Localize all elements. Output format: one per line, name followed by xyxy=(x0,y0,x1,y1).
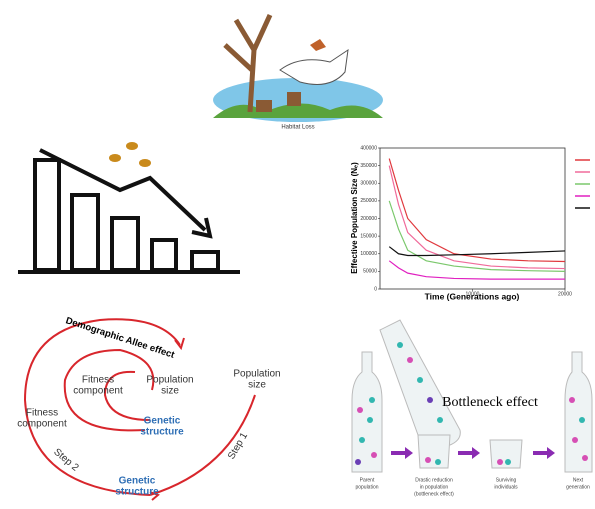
stage-label: population xyxy=(355,484,378,490)
series-line xyxy=(388,246,566,257)
label: structure xyxy=(115,487,159,498)
bottleneck-labels: Bottleneck effect xyxy=(442,395,538,410)
y-tick-label: 100000 xyxy=(360,251,377,257)
allee-diagram xyxy=(23,318,256,501)
label: size xyxy=(161,386,179,397)
label: Genetic xyxy=(119,476,156,487)
label: Fitness xyxy=(26,408,58,419)
stage-label: Parent xyxy=(360,477,375,483)
label: component xyxy=(73,386,123,397)
series-line xyxy=(388,260,565,280)
x-axis-label: Time (Generations ago) xyxy=(425,291,520,301)
decline-illustration xyxy=(18,142,240,274)
y-axis-label: Effective Population Size (Nₑ) xyxy=(350,162,359,274)
y-tick-label: 200000 xyxy=(360,216,377,222)
step-label: Step 1 xyxy=(226,430,250,461)
x-tick-label: 20000 xyxy=(558,291,572,297)
y-tick-label: 300000 xyxy=(360,181,377,187)
series-line xyxy=(388,158,566,263)
allee-title: Demographic Allee effect xyxy=(64,315,176,361)
stage-label: (bottleneck effect) xyxy=(414,491,454,497)
label: Fitness xyxy=(82,375,114,386)
stage-label: Surviving xyxy=(496,477,517,483)
y-tick-label: 0 xyxy=(374,286,377,292)
habitat-illustration: Habitat Loss xyxy=(213,13,383,131)
bottleneck-title: Bottleneck effect xyxy=(442,395,538,410)
y-tick-label: 350000 xyxy=(360,163,377,169)
y-tick-label: 50000 xyxy=(363,269,377,275)
stage-label: individuals xyxy=(494,484,518,490)
stage-label: Next xyxy=(573,477,584,483)
stage-label: Drastic reduction xyxy=(415,477,453,483)
stage-label: in population xyxy=(420,484,449,490)
step-label: Step 2 xyxy=(51,447,81,474)
label: Population xyxy=(146,375,193,386)
y-tick-label: 400000 xyxy=(360,145,377,151)
label: component xyxy=(17,419,67,430)
bottleneck-illustration xyxy=(351,319,593,473)
stage-label: generation xyxy=(566,484,590,490)
habitat-caption: Habitat Loss xyxy=(281,125,314,131)
x-tick-label: 10000 xyxy=(466,291,480,297)
series-line xyxy=(388,165,566,270)
label: structure xyxy=(140,427,184,438)
allee-labels: Demographic Allee effect Fitness compone… xyxy=(17,315,280,497)
label: Genetic xyxy=(144,416,181,427)
label: Population xyxy=(233,369,280,380)
series-line xyxy=(388,200,566,272)
label: size xyxy=(248,380,266,391)
y-tick-label: 250000 xyxy=(360,198,377,204)
line-chart: Effective Population Size (Nₑ) Time (Gen… xyxy=(350,145,590,301)
y-tick-label: 150000 xyxy=(360,233,377,239)
